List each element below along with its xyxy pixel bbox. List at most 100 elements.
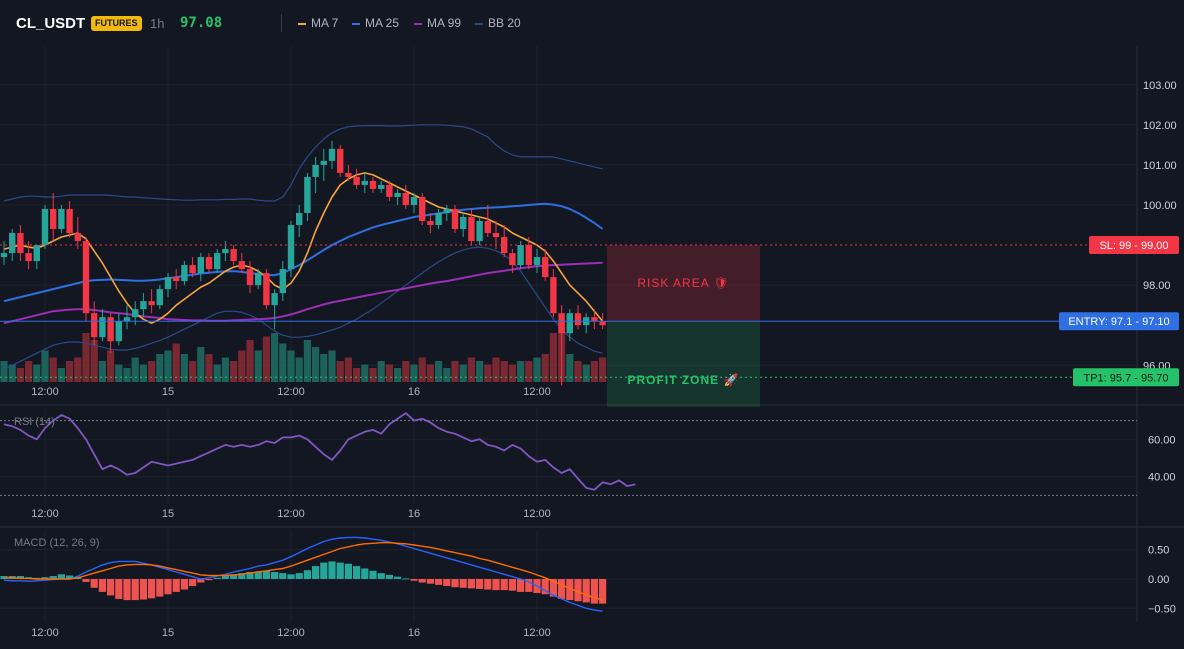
legend-ma7[interactable]: MA 7 <box>298 16 338 30</box>
volume-bar <box>394 368 402 382</box>
macd-histogram-bar <box>98 579 106 592</box>
volume-bar <box>312 347 320 382</box>
legend-ma25[interactable]: MA 25 <box>352 16 399 30</box>
volume-bar <box>8 364 16 382</box>
macd-histogram-bar <box>148 579 156 599</box>
macd-y-tick-label: 0.00 <box>1148 574 1169 586</box>
candle-body <box>353 176 360 185</box>
candle-body <box>484 221 491 234</box>
volume-bar <box>590 361 598 382</box>
macd-histogram-bar <box>131 579 139 601</box>
candle-body <box>509 253 516 266</box>
volume-bar <box>238 350 246 382</box>
volume-bar <box>115 364 123 382</box>
bollinger-upper-line <box>3 124 603 202</box>
macd-histogram-bar <box>303 570 311 579</box>
symbol-name[interactable]: CL_USDT <box>16 15 86 32</box>
volume-bar <box>205 354 213 382</box>
volume-bar <box>517 361 525 382</box>
candle-body <box>460 217 467 230</box>
macd-histogram-bar <box>426 579 434 584</box>
volume-bar <box>25 361 33 382</box>
candle-body <box>82 241 90 314</box>
macd-histogram-bar <box>205 579 213 581</box>
volume-bar <box>459 364 467 382</box>
candle-body <box>189 265 196 274</box>
legend-ma25-swatch <box>352 22 360 25</box>
macd-histogram-bar <box>90 579 98 588</box>
candle-body <box>419 196 426 222</box>
macd-histogram-bar <box>0 576 8 579</box>
legend-bb20[interactable]: BB 20 <box>475 16 521 30</box>
candle-body <box>402 192 409 205</box>
candle-body <box>394 192 401 197</box>
candle-body <box>181 265 188 282</box>
volume-bar <box>230 361 238 382</box>
macd-histogram-bar <box>164 579 172 595</box>
volume-bar <box>402 361 410 382</box>
volume-bar <box>90 340 98 382</box>
volume-bar <box>361 364 369 382</box>
volume-bar <box>33 364 41 382</box>
macd-histogram-bar <box>82 579 90 582</box>
volume-bar <box>574 361 582 382</box>
candle-body <box>525 245 532 266</box>
volume-bar <box>344 357 352 382</box>
macd-histogram-bar <box>156 579 164 597</box>
volume-bar <box>271 333 279 382</box>
macd-histogram-bar <box>320 562 328 579</box>
macd-line <box>3 536 603 612</box>
volume-bar <box>599 357 607 382</box>
candle-body <box>345 172 352 177</box>
volume-bar <box>180 354 188 382</box>
candle-body <box>132 309 139 318</box>
volume-bar <box>353 368 361 382</box>
timeframe-selector[interactable]: 1h <box>150 16 165 31</box>
candle-body <box>435 212 442 226</box>
candle-body <box>378 184 385 189</box>
volume-bar <box>566 354 574 382</box>
volume-bar <box>279 343 287 382</box>
macd-histogram-bar <box>107 579 115 596</box>
legend-ma99[interactable]: MA 99 <box>414 16 461 30</box>
volume-bar <box>82 333 90 382</box>
macd-y-tick-label: −0.50 <box>1148 603 1176 615</box>
legend-ma25-label: MA 25 <box>365 16 400 30</box>
volume-bar <box>107 350 115 382</box>
volume-bar <box>385 364 393 382</box>
candle-body <box>255 273 262 286</box>
volume-bar <box>303 340 311 382</box>
candle-body <box>533 257 541 266</box>
macd-histogram-bar <box>230 574 238 579</box>
volume-bar <box>0 361 8 382</box>
profit-zone <box>607 321 760 407</box>
macd-y-tick-label: 0.50 <box>1148 545 1169 557</box>
candle-body <box>492 233 500 238</box>
candle-body <box>591 317 598 322</box>
macd-histogram-bar <box>590 579 598 604</box>
stop-loss-label-box <box>1089 236 1179 255</box>
volume-bar <box>131 357 139 382</box>
candle-body <box>369 180 377 189</box>
macd-histogram-bar <box>484 579 492 590</box>
macd-histogram-bar <box>574 579 582 602</box>
macd-histogram-bar <box>213 577 221 579</box>
candle-body <box>476 221 483 242</box>
y-tick-label: 101.00 <box>1143 160 1177 172</box>
volume-bar <box>435 361 443 382</box>
candle-body <box>328 148 336 161</box>
macd-histogram-bar <box>41 577 49 579</box>
candle-body <box>58 208 65 230</box>
macd-histogram-bar <box>295 573 303 579</box>
x-tick-label: 15 <box>162 386 174 398</box>
candle-body <box>156 289 163 306</box>
candle-body <box>320 160 327 165</box>
x-tick-label: 16 <box>408 508 420 520</box>
volume-bar <box>582 364 590 382</box>
candle-body <box>304 176 311 213</box>
macd-histogram-bar <box>344 563 352 579</box>
legend-bb20-label: BB 20 <box>488 16 521 30</box>
header-divider <box>281 14 282 32</box>
volume-bar <box>451 361 459 382</box>
